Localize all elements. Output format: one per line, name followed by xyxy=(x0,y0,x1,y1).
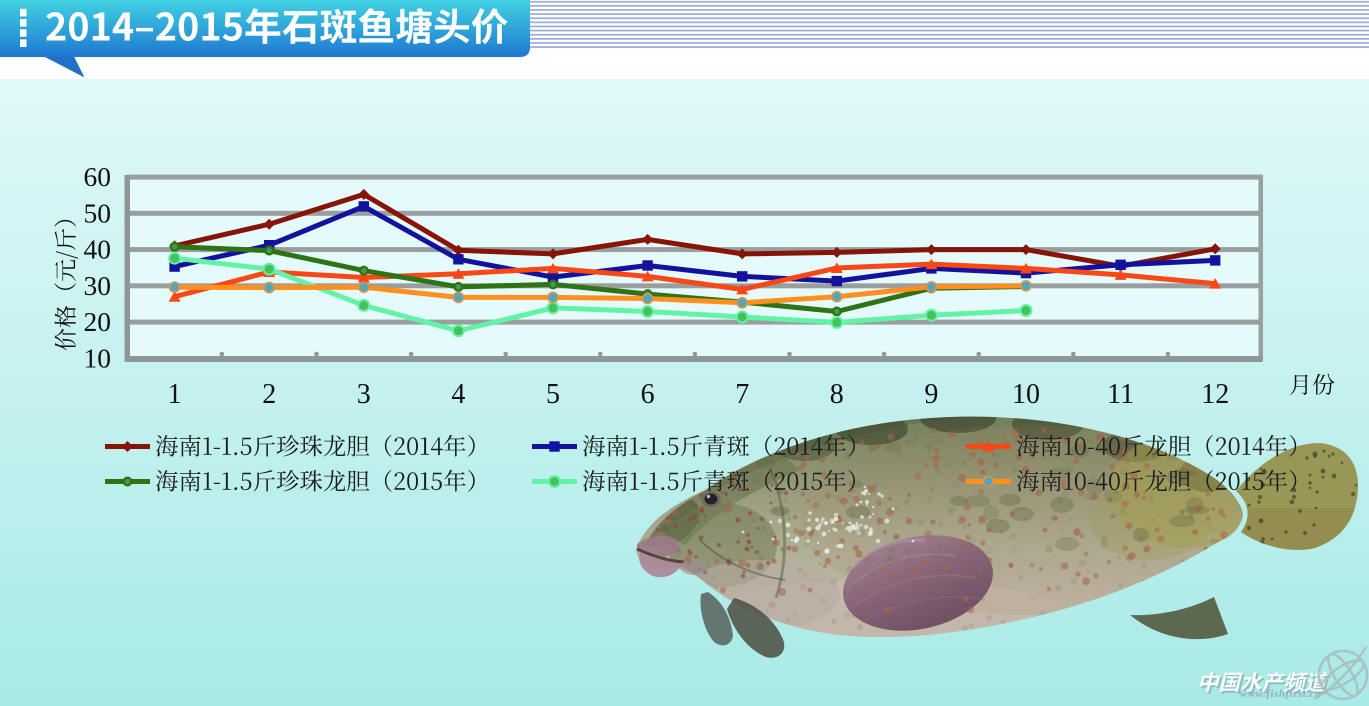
svg-text:20: 20 xyxy=(84,306,112,337)
svg-text:6: 6 xyxy=(641,379,655,410)
svg-text:10: 10 xyxy=(1012,379,1040,410)
svg-text:3: 3 xyxy=(357,379,371,410)
svg-text:2: 2 xyxy=(262,379,276,410)
svg-text:12: 12 xyxy=(1201,379,1229,410)
svg-text:1: 1 xyxy=(168,379,182,410)
svg-text:50: 50 xyxy=(84,197,112,228)
svg-text:40: 40 xyxy=(84,234,112,265)
svg-text:60: 60 xyxy=(84,161,112,192)
svg-text:10: 10 xyxy=(84,342,112,373)
svg-text:8: 8 xyxy=(830,379,844,410)
svg-text:www.fishfirst.cn: www.fishfirst.cn xyxy=(1240,688,1322,700)
svg-text:9: 9 xyxy=(924,379,938,410)
svg-text:4: 4 xyxy=(451,379,465,410)
svg-text:30: 30 xyxy=(84,270,112,301)
svg-text:5: 5 xyxy=(546,379,560,410)
svg-text:7: 7 xyxy=(735,379,749,410)
svg-text:11: 11 xyxy=(1107,379,1134,410)
